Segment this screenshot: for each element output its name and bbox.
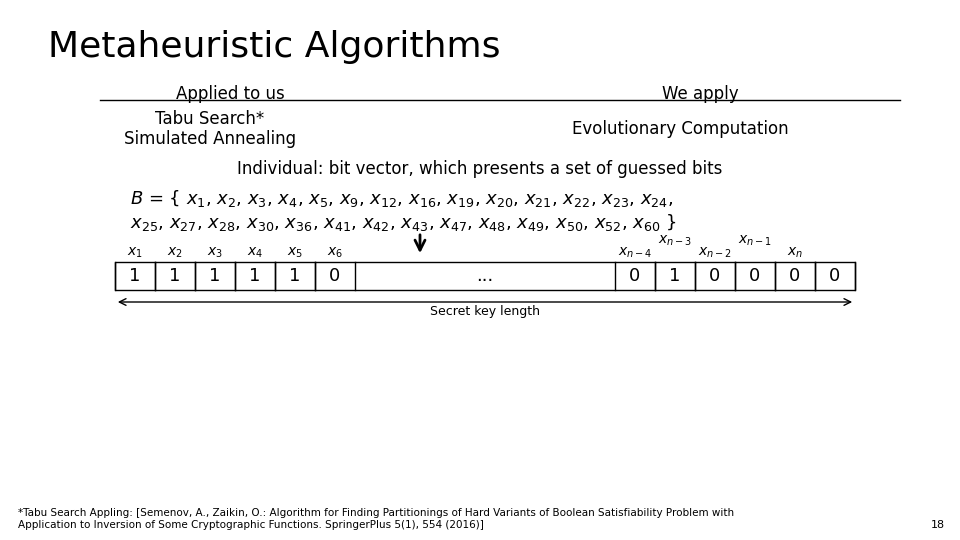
Text: $x_{n-1}$: $x_{n-1}$ <box>738 234 772 248</box>
Text: 0: 0 <box>329 267 341 285</box>
Text: 1: 1 <box>250 267 261 285</box>
Text: 18: 18 <box>931 520 945 530</box>
Text: Applied to us: Applied to us <box>176 85 284 103</box>
Text: 0: 0 <box>630 267 640 285</box>
Text: $x_5$: $x_5$ <box>287 246 303 260</box>
Text: Application to Inversion of Some Cryptographic Functions. SpringerPlus 5(1), 554: Application to Inversion of Some Cryptog… <box>18 520 484 530</box>
Text: Individual: bit vector, which presents a set of guessed bits: Individual: bit vector, which presents a… <box>237 160 723 178</box>
Text: 1: 1 <box>289 267 300 285</box>
Text: 1: 1 <box>169 267 180 285</box>
Text: 0: 0 <box>789 267 801 285</box>
Text: Secret key length: Secret key length <box>430 305 540 318</box>
Text: $x_{n-2}$: $x_{n-2}$ <box>698 246 732 260</box>
Bar <box>115 262 855 290</box>
Text: Evolutionary Computation: Evolutionary Computation <box>572 120 788 138</box>
Text: $x_2$: $x_2$ <box>167 246 183 260</box>
Text: $x_1$: $x_1$ <box>127 246 143 260</box>
Text: Tabu Search*: Tabu Search* <box>156 110 265 128</box>
Text: Metaheuristic Algorithms: Metaheuristic Algorithms <box>48 30 500 64</box>
Text: $x_6$: $x_6$ <box>327 246 343 260</box>
Text: 1: 1 <box>209 267 221 285</box>
Text: 0: 0 <box>829 267 841 285</box>
Text: $x_n$: $x_n$ <box>787 246 804 260</box>
Text: $x_{25}$, $x_{27}$, $x_{28}$, $x_{30}$, $x_{36}$, $x_{41}$, $x_{42}$, $x_{43}$, : $x_{25}$, $x_{27}$, $x_{28}$, $x_{30}$, … <box>130 212 677 233</box>
Text: We apply: We apply <box>661 85 738 103</box>
Text: *Tabu Search Appling: [Semenov, A., Zaikin, O.: Algorithm for Finding Partitioni: *Tabu Search Appling: [Semenov, A., Zaik… <box>18 508 734 518</box>
Text: 1: 1 <box>669 267 681 285</box>
Text: $x_4$: $x_4$ <box>247 246 263 260</box>
Text: 1: 1 <box>130 267 141 285</box>
Text: $x_{n-3}$: $x_{n-3}$ <box>658 234 692 248</box>
Text: Simulated Annealing: Simulated Annealing <box>124 130 296 148</box>
Text: 0: 0 <box>709 267 721 285</box>
Text: 0: 0 <box>750 267 760 285</box>
Text: $x_3$: $x_3$ <box>207 246 223 260</box>
Text: ...: ... <box>476 267 493 285</box>
Text: $x_{n-4}$: $x_{n-4}$ <box>618 246 652 260</box>
Text: $B$ = { $x_1$, $x_2$, $x_3$, $x_4$, $x_5$, $x_9$, $x_{12}$, $x_{16}$, $x_{19}$, : $B$ = { $x_1$, $x_2$, $x_3$, $x_4$, $x_5… <box>130 188 673 209</box>
